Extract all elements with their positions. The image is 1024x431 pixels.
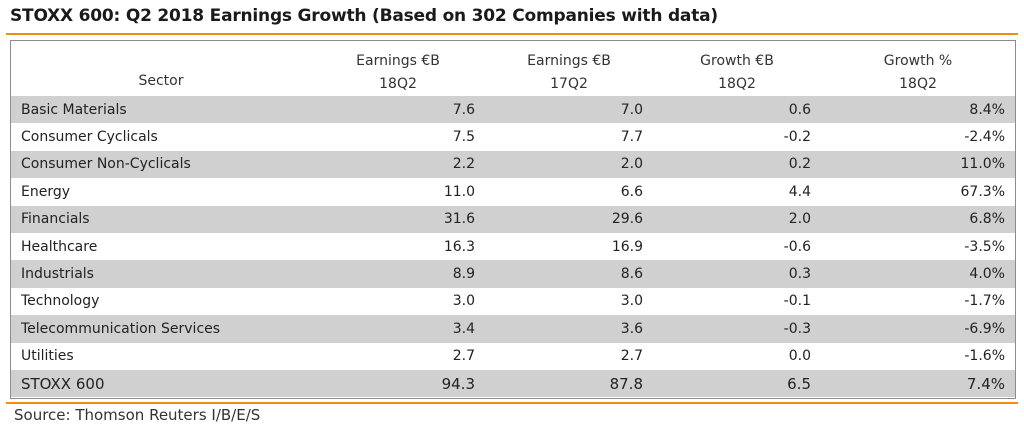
earnings-17q2-cell: 29.6 xyxy=(485,205,653,233)
header-period: 17Q2 xyxy=(550,76,588,92)
earnings-18q2-cell: 31.6 xyxy=(311,205,485,233)
header-sector: Sector xyxy=(11,41,311,96)
earnings-17q2-cell: 3.0 xyxy=(620,293,643,310)
earnings-table: Sector Earnings €B 18Q2 Earnings €B 17Q2 G… xyxy=(11,41,1015,398)
growth-eur-cell: 6.5 xyxy=(653,369,821,398)
earnings-17q2-cell: 6.6 xyxy=(620,183,643,200)
growth-pct-cell: 7.4% xyxy=(821,369,1015,398)
earnings-17q2-cell: 7.7 xyxy=(620,129,643,146)
earnings-18q2-cell: 3.0 xyxy=(452,293,475,310)
sector-cell: Energy xyxy=(21,183,71,200)
growth-pct-cell: 11.0% xyxy=(821,150,1015,179)
table-row: Consumer Non-Cyclicals 2.2 2.0 0.2 11.0% xyxy=(11,150,1015,179)
earnings-18q2-cell: 94.3 xyxy=(311,369,485,398)
growth-pct-cell: 67.3% xyxy=(960,183,1005,200)
table-row: Basic Materials 7.6 7.0 0.6 8.4% xyxy=(11,96,1015,124)
growth-eur-cell: 4.4 xyxy=(788,183,811,200)
earnings-17q2-cell: 7.0 xyxy=(485,96,653,124)
earnings-18q2-cell: 11.0 xyxy=(443,183,475,200)
sector-cell: Industrials xyxy=(11,260,311,288)
sector-cell: Financials xyxy=(11,205,311,233)
growth-pct-cell: -2.4% xyxy=(964,129,1005,146)
header-period: 18Q2 xyxy=(379,76,417,92)
earnings-18q2-cell: 7.5 xyxy=(452,129,475,146)
header-period: 18Q2 xyxy=(899,76,937,92)
growth-eur-cell: -0.3 xyxy=(653,315,821,343)
growth-eur-cell: 0.2 xyxy=(653,150,821,179)
growth-eur-cell: -0.1 xyxy=(783,293,811,310)
header-growth-eur: Growth €B 18Q2 xyxy=(653,41,821,96)
header-label: Earnings €B xyxy=(527,53,611,69)
growth-pct-cell: 6.8% xyxy=(821,205,1015,233)
header-growth-pct: Growth % 18Q2 xyxy=(821,41,1015,96)
earnings-18q2-cell: 7.6 xyxy=(311,96,485,124)
table-row: Energy 11.0 6.6 4.4 67.3% xyxy=(11,178,1015,205)
sector-cell: STOXX 600 xyxy=(11,369,311,398)
sector-cell: Healthcare xyxy=(21,238,98,255)
sector-cell: Technology xyxy=(21,293,100,310)
earnings-17q2-cell: 3.6 xyxy=(485,315,653,343)
sector-cell: Utilities xyxy=(21,348,74,365)
table-row: Healthcare 16.3 16.9 -0.6 -3.5% xyxy=(11,233,1015,260)
header-label: Earnings €B xyxy=(356,53,440,69)
earnings-18q2-cell: 8.9 xyxy=(311,260,485,288)
earnings-17q2-cell: 2.0 xyxy=(485,150,653,179)
header-label: Growth % xyxy=(883,53,953,69)
header-sector-label: Sector xyxy=(138,73,184,89)
growth-pct-cell: -6.9% xyxy=(821,315,1015,343)
growth-pct-cell: -1.7% xyxy=(964,293,1005,310)
growth-eur-cell: -0.2 xyxy=(783,129,811,146)
earnings-18q2-cell: 16.3 xyxy=(443,238,475,255)
header-earnings-18q2: Earnings €B 18Q2 xyxy=(311,41,485,96)
source-note: Source: Thomson Reuters I/B/E/S xyxy=(14,406,261,424)
sector-cell: Telecommunication Services xyxy=(11,315,311,343)
earnings-17q2-cell: 87.8 xyxy=(485,369,653,398)
growth-eur-cell: 0.6 xyxy=(653,96,821,124)
header-period: 18Q2 xyxy=(718,76,756,92)
growth-eur-cell: 0.0 xyxy=(788,348,811,365)
growth-pct-cell: -3.5% xyxy=(964,238,1005,255)
table-frame xyxy=(10,40,1016,399)
earnings-18q2-cell: 2.2 xyxy=(311,150,485,179)
header-label: Growth €B xyxy=(700,53,774,69)
bottom-accent-rule xyxy=(6,402,1018,404)
growth-eur-cell: 2.0 xyxy=(653,205,821,233)
earnings-17q2-cell: 8.6 xyxy=(485,260,653,288)
growth-eur-cell: 0.3 xyxy=(653,260,821,288)
table-row: Industrials 8.9 8.6 0.3 4.0% xyxy=(11,260,1015,288)
earnings-18q2-cell: 3.4 xyxy=(311,315,485,343)
sector-cell: Basic Materials xyxy=(11,96,311,124)
top-accent-rule xyxy=(6,33,1018,35)
table-row: Financials 31.6 29.6 2.0 6.8% xyxy=(11,205,1015,233)
table-body: Basic Materials 7.6 7.0 0.6 8.4% Consumer Cyc… xyxy=(11,96,1015,398)
table-row: Utilities 2.7 2.7 0.0 -1.6% xyxy=(11,343,1015,370)
header-row: Sector Earnings €B 18Q2 Earnings €B 17Q2 G… xyxy=(11,41,1015,96)
growth-eur-cell: -0.6 xyxy=(783,238,811,255)
earnings-17q2-cell: 2.7 xyxy=(620,348,643,365)
sector-cell: Consumer Non-Cyclicals xyxy=(11,150,311,179)
header-earnings-17q2: Earnings €B 17Q2 xyxy=(485,41,653,96)
total-row: STOXX 600 94.3 87.8 6.5 7.4% xyxy=(11,369,1015,398)
earnings-17q2-cell: 16.9 xyxy=(611,238,643,255)
sector-cell: Consumer Cyclicals xyxy=(21,129,158,146)
growth-pct-cell: 4.0% xyxy=(821,260,1015,288)
earnings-18q2-cell: 2.7 xyxy=(452,348,475,365)
table-row: Technology 3.0 3.0 -0.1 -1.7% xyxy=(11,288,1015,315)
table-row: Consumer Cyclicals 7.5 7.7 -0.2 -2.4% xyxy=(11,123,1015,150)
table-title: STOXX 600: Q2 2018 Earnings Growth (Base… xyxy=(10,6,718,26)
growth-pct-cell: 8.4% xyxy=(821,96,1015,124)
growth-pct-cell: -1.6% xyxy=(964,348,1005,365)
table-row: Telecommunication Services 3.4 3.6 -0.3 -6.9… xyxy=(11,315,1015,343)
